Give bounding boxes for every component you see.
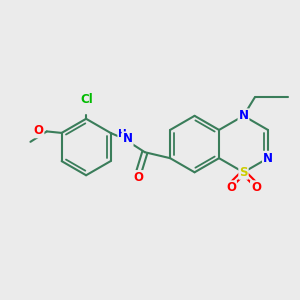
Text: Cl: Cl	[80, 93, 93, 106]
Text: O: O	[226, 181, 236, 194]
Text: O: O	[133, 171, 143, 184]
Text: H: H	[118, 129, 127, 140]
Text: N: N	[123, 132, 133, 146]
Text: N: N	[263, 152, 273, 165]
Text: N: N	[238, 109, 248, 122]
Text: O: O	[251, 181, 261, 194]
Text: S: S	[239, 166, 248, 179]
Text: O: O	[34, 124, 44, 137]
